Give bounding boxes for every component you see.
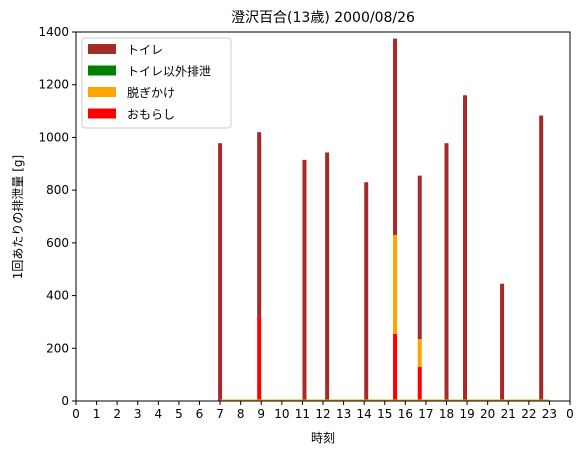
- x-tick-label: 3: [134, 407, 142, 421]
- y-axis: 0 200 400 600 800 1000 1200 1400: [38, 25, 76, 408]
- legend-swatch: [88, 65, 116, 76]
- bar-segment: [364, 182, 369, 401]
- y-tick-label: 1000: [38, 130, 69, 144]
- bar-segment: [393, 234, 398, 334]
- bar-segment: [417, 366, 422, 401]
- x-tick-label: 17: [418, 407, 433, 421]
- x-tick-label: 21: [501, 407, 516, 421]
- x-tick-label: 23: [542, 407, 557, 421]
- x-tick-label: 4: [155, 407, 163, 421]
- x-tick-label: 19: [459, 407, 474, 421]
- y-tick-label: 800: [46, 183, 69, 197]
- legend-label: おもらし: [127, 108, 175, 122]
- x-tick-label: 15: [377, 407, 392, 421]
- x-tick-label: 6: [196, 407, 204, 421]
- legend-swatch: [88, 44, 116, 54]
- x-tick-label: 2: [113, 407, 121, 421]
- legend-swatch: [88, 87, 116, 97]
- y-axis-title: 1回あたりの排泄量 [g]: [11, 155, 25, 279]
- legend-label: トイレ: [127, 43, 163, 57]
- x-tick-label: 10: [274, 407, 289, 421]
- bar-segment: [302, 159, 307, 401]
- x-tick-label: 0: [566, 407, 574, 421]
- x-tick-label: 5: [175, 407, 183, 421]
- x-tick-label: 18: [439, 407, 454, 421]
- x-tick-label: 22: [521, 407, 536, 421]
- bar-segment: [539, 115, 544, 402]
- bar-segment: [500, 283, 505, 401]
- bar-segment: [417, 339, 422, 367]
- y-tick-label: 600: [46, 236, 69, 250]
- x-tick-label: 14: [357, 407, 372, 421]
- bar-segment: [393, 333, 398, 401]
- baseline: [220, 399, 550, 401]
- bars: [218, 38, 544, 402]
- chart-title: 澄沢百合(13歳) 2000/08/26: [231, 10, 415, 26]
- y-tick-label: 1200: [38, 78, 69, 92]
- x-tick-label: 9: [257, 407, 265, 421]
- legend-label: 脱ぎかけ: [127, 85, 175, 100]
- x-tick-label: 0: [72, 407, 80, 421]
- x-tick-label: 13: [336, 407, 351, 421]
- bar-segment: [463, 95, 468, 401]
- x-tick-label: 11: [295, 407, 310, 421]
- legend-box: [81, 37, 232, 129]
- x-tick-label: 12: [315, 407, 330, 421]
- bar-segment: [393, 38, 398, 235]
- x-axis: 0 1 2 3 4 5 6 7 8 9 10 11 12 13 14 15 16 17 18 19 20 21 22 23 0: [72, 401, 574, 421]
- bar-segment: [325, 152, 330, 401]
- x-tick-label: 16: [398, 407, 413, 421]
- bar-segment: [417, 175, 422, 340]
- x-tick-label: 7: [216, 407, 224, 421]
- baseline-mark: [220, 399, 550, 401]
- x-axis-title: 時刻: [311, 431, 335, 445]
- bar-segment: [257, 316, 262, 401]
- x-tick-label: 20: [480, 407, 495, 421]
- bar-segment: [218, 143, 223, 401]
- bar-segment: [257, 132, 262, 317]
- y-tick-label: 400: [46, 289, 69, 303]
- y-tick-label: 1400: [38, 25, 69, 39]
- bar-segment: [444, 143, 449, 401]
- y-tick-label: 0: [61, 394, 69, 408]
- x-tick-label: 1: [93, 407, 101, 421]
- x-tick-label: 8: [237, 407, 245, 421]
- y-tick-label: 200: [46, 341, 69, 355]
- legend-swatch: [88, 108, 116, 119]
- legend-label: トイレ以外排泄: [127, 65, 211, 79]
